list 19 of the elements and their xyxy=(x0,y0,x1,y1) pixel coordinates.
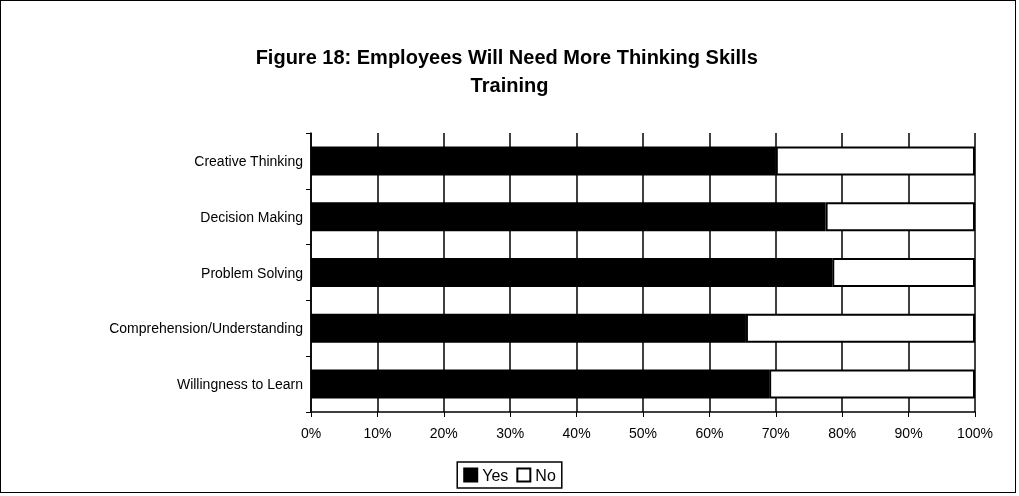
x-tick-label: 0% xyxy=(300,425,322,441)
x-tick-label: 30% xyxy=(496,425,525,441)
x-tick-label: 100% xyxy=(957,425,993,441)
y-tick-label: Problem Solving xyxy=(201,264,303,281)
y-tick-label: Creative Thinking xyxy=(194,152,303,169)
x-tick-label: 70% xyxy=(761,425,790,441)
y-tick-label: Willingness to Learn xyxy=(176,376,303,393)
x-tick-label: 90% xyxy=(894,425,923,441)
x-tick-label: 80% xyxy=(828,425,857,441)
legend-label: No xyxy=(535,466,556,484)
chart-title: Figure 18: Employees Will Need More Thinking Skills Training xyxy=(255,46,764,96)
y-tick-label: Decision Making xyxy=(200,208,303,225)
x-tick-label: 10% xyxy=(363,425,392,441)
x-tick-label: 60% xyxy=(695,425,724,441)
x-tick-label: 20% xyxy=(429,425,458,441)
legend-label: Yes xyxy=(482,466,509,484)
x-tick-label: 40% xyxy=(562,425,591,441)
y-tick-label: Comprehension/Understanding xyxy=(109,320,303,337)
x-tick-label: 50% xyxy=(628,425,658,441)
